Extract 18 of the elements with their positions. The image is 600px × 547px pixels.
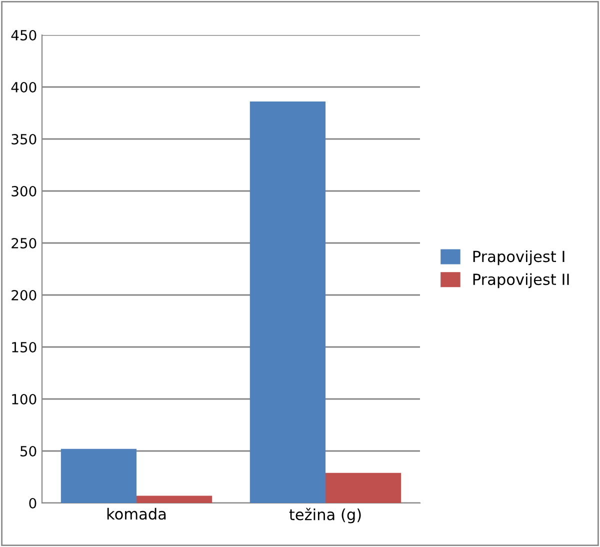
y-tick-label: 300 xyxy=(12,186,36,196)
x-tick-label: težina (g) xyxy=(289,508,361,524)
y-tick-label: 50 xyxy=(20,446,36,456)
y-tick-label: 100 xyxy=(12,394,36,404)
y-tick-label: 0 xyxy=(29,498,36,508)
y-tick-label: 400 xyxy=(11,82,36,92)
y-tick-label: 200 xyxy=(12,290,36,300)
y-tick-label: 350 xyxy=(12,134,36,144)
bar xyxy=(250,102,326,503)
legend-label: Prapovijest II xyxy=(473,273,569,288)
x-tick-label: komada xyxy=(107,508,166,520)
y-tick-label: 250 xyxy=(12,238,36,248)
y-tick-label: 150 xyxy=(12,342,36,352)
bar xyxy=(326,472,402,503)
bar xyxy=(136,496,212,503)
y-tick-label: 450 xyxy=(11,30,36,40)
legend-label: Prapovijest I xyxy=(473,250,564,266)
bar xyxy=(60,448,136,503)
